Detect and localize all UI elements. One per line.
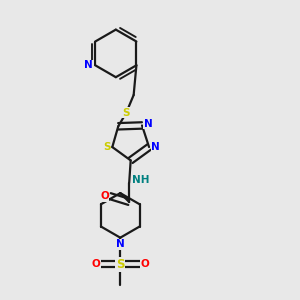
Text: N: N [151,142,160,152]
Text: N: N [84,60,93,70]
Text: NH: NH [132,175,150,185]
Text: S: S [103,142,111,152]
Text: O: O [91,260,100,269]
Text: N: N [116,239,125,249]
Text: S: S [122,108,130,118]
Text: N: N [144,119,152,129]
Text: O: O [100,191,109,201]
Text: O: O [141,260,149,269]
Text: S: S [116,258,124,271]
